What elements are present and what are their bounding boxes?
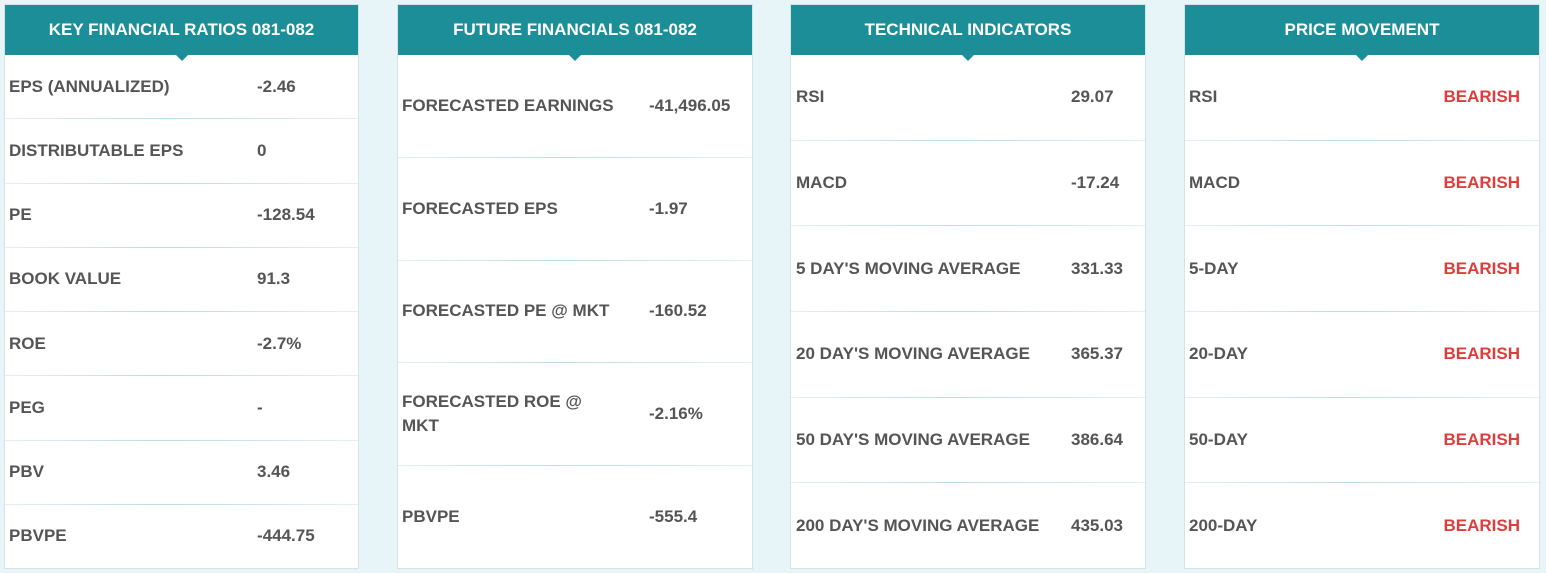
row-value: -555.4	[649, 507, 698, 527]
row-value: 3.46	[257, 462, 291, 482]
row-label: PEG	[9, 397, 45, 417]
movement-row-macd: MACD BEARISH	[1185, 139, 1539, 226]
row-value: 331.33	[1071, 258, 1123, 278]
technical-row-20-day-ma: 20 DAY'S MOVING AVERAGE 365.37	[791, 311, 1145, 397]
row-label: RSI	[796, 87, 825, 107]
future-row-forecasted-earnings: FORECASTED EARNINGS -41,496.05	[398, 55, 752, 157]
ratio-row-peg: PEG -	[5, 375, 358, 439]
row-value: -444.75	[257, 526, 315, 546]
row-label: 200 DAY'S MOVING AVERAGE	[796, 515, 1040, 535]
ratio-row-distributable-eps: DISTRIBUTABLE EPS 0	[5, 118, 358, 182]
ratio-row-eps-annualized: EPS (ANNUALIZED) -2.46	[5, 55, 358, 118]
ratio-row-book-value: BOOK VALUE 91.3	[5, 246, 358, 311]
row-label: 20 DAY'S MOVING AVERAGE	[796, 344, 1030, 364]
row-label: PBV	[9, 462, 44, 482]
row-value: 365.37	[1071, 344, 1123, 364]
row-value: -2.7%	[257, 333, 302, 353]
row-label: FORECASTED ROE @ MKT	[402, 392, 582, 436]
bearish-status: BEARISH	[1443, 258, 1520, 278]
row-value: 91.3	[257, 269, 291, 289]
row-value: -2.16%	[649, 404, 703, 424]
bearish-status: BEARISH	[1443, 344, 1520, 364]
ratio-row-roe: ROE -2.7%	[5, 311, 358, 375]
price-movement-panel: PRICE MOVEMENT RSI BEARISH MACD BEARISH 5-…	[1184, 4, 1540, 569]
row-label: MACD	[796, 173, 847, 192]
technical-indicators-panel: TECHNICAL INDICATORS RSI 29.07 MACD -17.24…	[790, 4, 1146, 569]
row-label: 5-DAY	[1189, 258, 1239, 278]
row-value: 435.03	[1071, 515, 1123, 535]
row-value: -128.54	[257, 205, 315, 225]
row-label: BOOK VALUE	[9, 269, 122, 289]
panel-title: KEY FINANCIAL RATIOS 081-082	[5, 5, 358, 61]
movement-row-5-day: 5-DAY BEARISH	[1185, 225, 1539, 311]
row-value: -41,496.05	[649, 95, 731, 115]
row-value: 0	[257, 140, 267, 160]
row-label: 50 DAY'S MOVING AVERAGE	[796, 430, 1030, 450]
row-label: ROE	[9, 333, 46, 353]
panel-title: PRICE MOVEMENT	[1185, 5, 1539, 61]
movement-row-20-day: 20-DAY BEARISH	[1185, 311, 1539, 397]
row-value: -17.24	[1071, 173, 1120, 192]
row-label: 5 DAY'S MOVING AVERAGE	[796, 258, 1021, 278]
future-row-pbvpe: PBVPE -555.4	[398, 465, 752, 568]
technical-row-50-day-ma: 50 DAY'S MOVING AVERAGE 386.64	[791, 396, 1145, 483]
row-label: DISTRIBUTABLE EPS	[9, 140, 184, 160]
bearish-status: BEARISH	[1443, 430, 1520, 450]
movement-row-rsi: RSI BEARISH	[1185, 55, 1539, 140]
row-value: -1.97	[649, 198, 688, 218]
future-row-forecasted-eps: FORECASTED EPS -1.97	[398, 156, 752, 260]
row-label: PE	[9, 205, 32, 225]
panel-title: TECHNICAL INDICATORS	[791, 5, 1145, 61]
ratio-row-pbv: PBV 3.46	[5, 439, 358, 504]
bearish-status: BEARISH	[1443, 515, 1520, 535]
row-label: FORECASTED EARNINGS	[402, 95, 614, 115]
row-label: 50-DAY	[1189, 430, 1248, 450]
bearish-status: BEARISH	[1443, 173, 1520, 192]
row-value: 29.07	[1071, 87, 1114, 107]
row-label: FORECASTED PE @ MKT	[402, 301, 610, 321]
technical-row-macd: MACD -17.24	[791, 139, 1145, 226]
row-label: FORECASTED EPS	[402, 198, 558, 218]
ratio-row-pbvpe: PBVPE -444.75	[5, 503, 358, 568]
future-row-forecasted-pe: FORECASTED PE @ MKT -160.52	[398, 259, 752, 363]
row-label: PBVPE	[9, 526, 67, 546]
row-label: 200-DAY	[1189, 515, 1258, 535]
row-label: MACD	[1189, 173, 1240, 192]
future-financials-panel: FUTURE FINANCIALS 081-082 FORECASTED EAR…	[397, 4, 753, 569]
movement-row-200-day: 200-DAY BEARISH	[1185, 482, 1539, 568]
ratio-row-pe: PE -128.54	[5, 182, 358, 247]
row-value: -	[257, 397, 263, 417]
technical-row-rsi: RSI 29.07	[791, 55, 1145, 140]
row-label: EPS (ANNUALIZED)	[9, 76, 170, 96]
bearish-status: BEARISH	[1443, 87, 1520, 107]
key-financial-ratios-panel: KEY FINANCIAL RATIOS 081-082 EPS (ANNUAL…	[4, 4, 359, 569]
row-label: RSI	[1189, 87, 1218, 107]
row-label: PBVPE	[402, 507, 460, 527]
future-row-forecasted-roe: FORECASTED ROE @ MKT -2.16%	[398, 362, 752, 465]
row-value: 386.64	[1071, 430, 1123, 450]
row-value: -2.46	[257, 76, 296, 96]
technical-row-5-day-ma: 5 DAY'S MOVING AVERAGE 331.33	[791, 225, 1145, 311]
row-label: 20-DAY	[1189, 344, 1248, 364]
technical-row-200-day-ma: 200 DAY'S MOVING AVERAGE 435.03	[791, 482, 1145, 568]
panel-title: FUTURE FINANCIALS 081-082	[398, 5, 752, 61]
row-value: -160.52	[649, 301, 707, 321]
movement-row-50-day: 50-DAY BEARISH	[1185, 396, 1539, 483]
